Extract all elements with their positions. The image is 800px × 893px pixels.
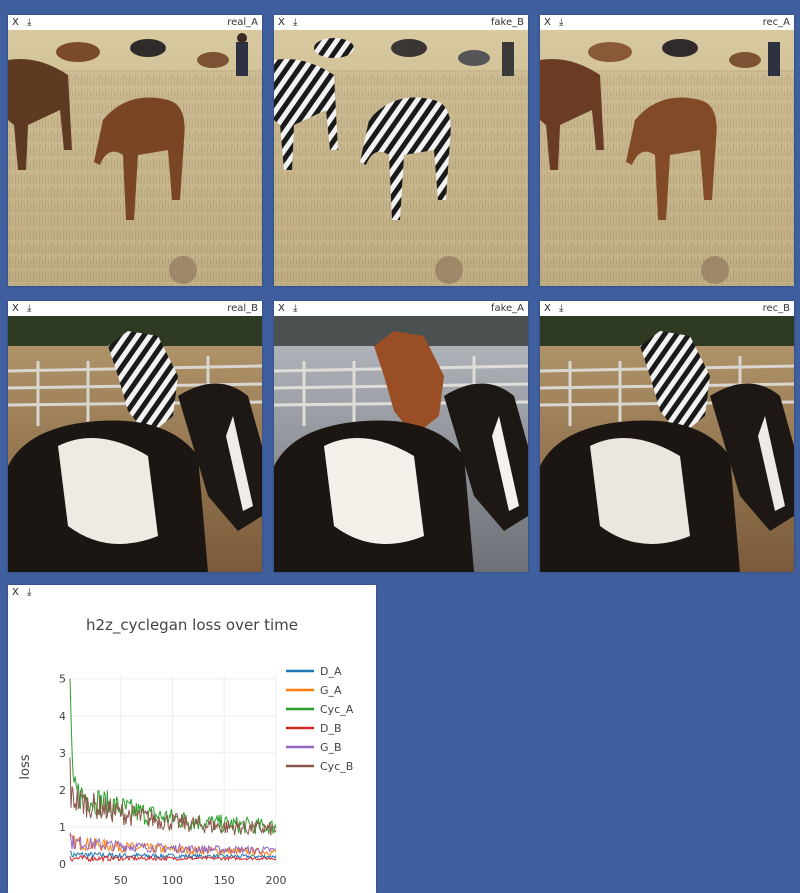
close-button[interactable]: X — [12, 303, 19, 314]
chart-title: h2z_cyclegan loss over time — [86, 616, 298, 635]
chart-legend[interactable]: D_A G_A Cyc_A D_B G_B Cyc_B — [286, 665, 354, 773]
image-horses-field — [8, 30, 262, 286]
download-icon[interactable]: ⤓ — [27, 303, 32, 314]
pane-title: rec_A — [762, 17, 790, 28]
download-icon[interactable]: ⤓ — [293, 17, 298, 28]
x-tick-label: 50 — [114, 874, 128, 887]
close-button[interactable]: X — [544, 17, 551, 28]
pane-title: real_A — [227, 17, 258, 28]
x-tick-label: 200 — [266, 874, 287, 887]
series-line-G_A — [69, 832, 277, 857]
legend-label-D_B[interactable]: D_B — [320, 722, 342, 735]
y-tick-label: 5 — [59, 673, 66, 686]
pane-toolbar: X ⤓ fake_A — [274, 301, 528, 316]
download-icon[interactable]: ⤓ — [559, 17, 564, 28]
pane-toolbar: X ⤓ — [8, 585, 376, 600]
legend-label-Cyc_A[interactable]: Cyc_A — [320, 703, 354, 716]
image-zebras-field — [274, 30, 528, 286]
pane-toolbar: X ⤓ real_B — [8, 301, 262, 316]
chart-grid — [70, 675, 277, 865]
legend-label-G_B[interactable]: G_B — [320, 741, 342, 754]
pane-toolbar: X ⤓ fake_B — [274, 15, 528, 30]
series-line-D_B — [69, 854, 277, 863]
pane-loss-plot: X ⤓ h2z_cyclegan loss over time loss 0 1 2… — [8, 585, 376, 893]
y-tick-label: 2 — [59, 784, 66, 797]
x-tick-label: 100 — [162, 874, 183, 887]
download-icon[interactable]: ⤓ — [27, 587, 32, 598]
download-icon[interactable]: ⤓ — [27, 17, 32, 28]
close-button[interactable]: X — [12, 17, 19, 28]
loss-chart: h2z_cyclegan loss over time loss 0 1 2 3 4 5 5… — [18, 616, 354, 887]
pane-real-b: X ⤓ real_B — [8, 301, 262, 572]
pane-fake-a: X ⤓ fake_A — [274, 301, 528, 572]
y-tick-label: 3 — [59, 747, 66, 760]
pane-rec-b: X ⤓ rec_B — [540, 301, 794, 572]
legend-label-D_A[interactable]: D_A — [320, 665, 342, 678]
series-line-G_B — [69, 832, 277, 855]
pane-title: fake_B — [490, 17, 524, 28]
pane-title: fake_A — [490, 303, 524, 314]
download-icon[interactable]: ⤓ — [559, 303, 564, 314]
series-line-Cyc_A — [69, 678, 277, 835]
y-tick-label: 1 — [59, 821, 66, 834]
y-tick-label: 4 — [59, 710, 66, 723]
pane-real-a: X ⤓ real_A — [8, 15, 262, 286]
close-button[interactable]: X — [278, 17, 285, 28]
download-icon[interactable]: ⤓ — [293, 303, 298, 314]
image-zebra-and-pinto-reconstructed — [540, 316, 794, 572]
legend-label-G_A[interactable]: G_A — [320, 684, 342, 697]
pane-rec-a: X ⤓ rec_A — [540, 15, 794, 286]
close-button[interactable]: X — [278, 303, 285, 314]
chart-series — [69, 678, 277, 863]
image-horses-reconstructed — [540, 30, 794, 286]
pane-title: rec_B — [762, 303, 790, 314]
pane-toolbar: X ⤓ rec_B — [540, 301, 794, 316]
y-axis-label: loss — [18, 754, 33, 779]
close-button[interactable]: X — [12, 587, 19, 598]
image-horse-and-pinto — [274, 316, 528, 572]
pane-fake-b: X ⤓ fake_B — [274, 15, 528, 286]
chart-ticks: 0 1 2 3 4 5 50 100 150 200 — [59, 673, 287, 887]
pane-toolbar: X ⤓ real_A — [8, 15, 262, 30]
series-line-Cyc_B — [69, 757, 277, 836]
legend-label-Cyc_B[interactable]: Cyc_B — [320, 760, 353, 773]
pane-title: real_B — [227, 303, 258, 314]
close-button[interactable]: X — [544, 303, 551, 314]
x-tick-label: 150 — [214, 874, 235, 887]
y-tick-label: 0 — [59, 858, 66, 871]
pane-toolbar: X ⤓ rec_A — [540, 15, 794, 30]
image-zebra-and-pinto — [8, 316, 262, 572]
